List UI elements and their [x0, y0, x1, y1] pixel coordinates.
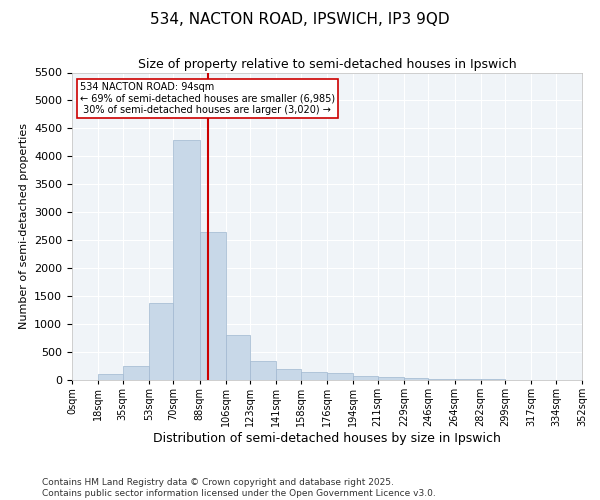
Bar — [301, 372, 327, 380]
Bar — [378, 377, 404, 380]
Bar — [353, 376, 378, 380]
Bar — [250, 361, 276, 380]
Bar — [123, 366, 149, 380]
Text: 534 NACTON ROAD: 94sqm
← 69% of semi-detached houses are smaller (6,985)
 30% of: 534 NACTON ROAD: 94sqm ← 69% of semi-det… — [80, 82, 335, 115]
Bar — [173, 140, 200, 380]
Bar — [428, 379, 455, 380]
Bar — [199, 232, 226, 380]
Bar — [404, 378, 428, 380]
Bar — [455, 379, 481, 380]
Bar — [226, 336, 250, 380]
Text: 534, NACTON ROAD, IPSWICH, IP3 9QD: 534, NACTON ROAD, IPSWICH, IP3 9QD — [150, 12, 450, 28]
Bar — [98, 374, 123, 380]
Bar — [276, 370, 301, 380]
Text: Contains HM Land Registry data © Crown copyright and database right 2025.
Contai: Contains HM Land Registry data © Crown c… — [42, 478, 436, 498]
Bar — [149, 303, 173, 380]
Y-axis label: Number of semi-detached properties: Number of semi-detached properties — [19, 123, 29, 329]
Title: Size of property relative to semi-detached houses in Ipswich: Size of property relative to semi-detach… — [137, 58, 517, 71]
Bar — [327, 374, 353, 380]
X-axis label: Distribution of semi-detached houses by size in Ipswich: Distribution of semi-detached houses by … — [153, 432, 501, 445]
